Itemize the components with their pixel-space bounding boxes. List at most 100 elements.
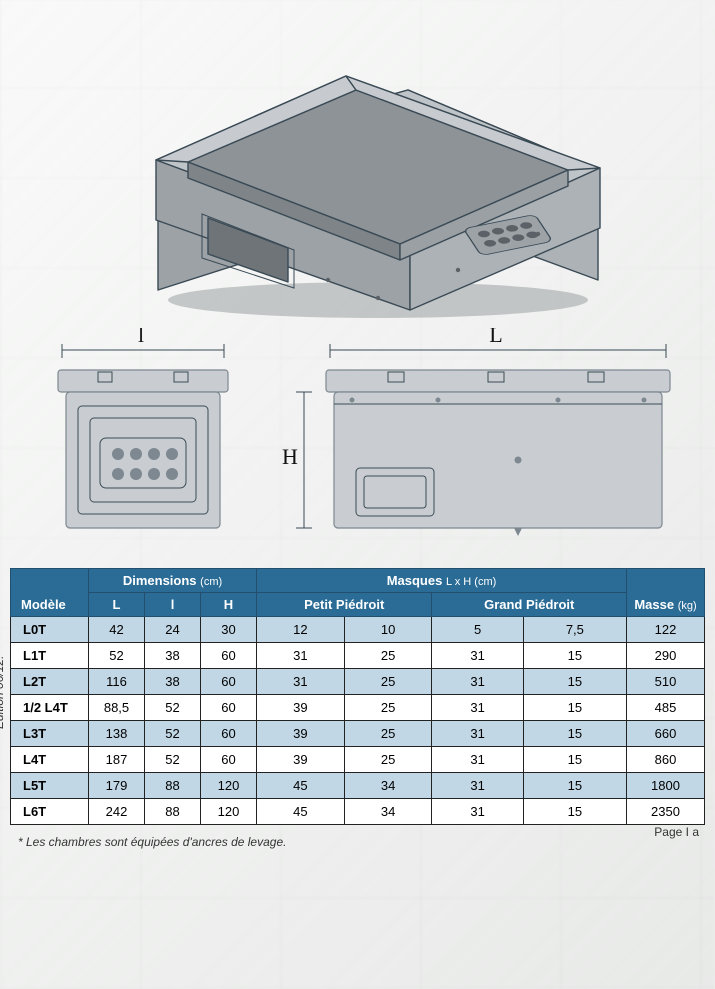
cell-gp_h: 15 xyxy=(523,773,626,799)
col-grand: Grand Piédroit xyxy=(432,593,627,617)
cell-pp_l: 31 xyxy=(257,669,345,695)
cell-pp_h: 34 xyxy=(344,799,432,825)
cell-H: 30 xyxy=(201,617,257,643)
dim-label-L: L xyxy=(489,328,502,347)
cell-gp_l: 31 xyxy=(432,695,523,721)
cell-gp_l: 31 xyxy=(432,721,523,747)
cell-pp_l: 45 xyxy=(257,799,345,825)
cell-L: 242 xyxy=(89,799,145,825)
cell-L: 179 xyxy=(89,773,145,799)
cell-L: 52 xyxy=(89,643,145,669)
side-elevation: L H xyxy=(278,328,678,548)
cell-model: L0T xyxy=(11,617,89,643)
spec-table: Modèle Dimensions (cm) Masques L x H (cm… xyxy=(10,568,705,825)
cell-pp_l: 31 xyxy=(257,643,345,669)
cell-H: 60 xyxy=(201,669,257,695)
cell-pp_l: 39 xyxy=(257,747,345,773)
cell-l: 88 xyxy=(145,773,201,799)
cell-H: 60 xyxy=(201,721,257,747)
cell-masse: 2350 xyxy=(627,799,705,825)
group-masques: Masques L x H (cm) xyxy=(257,569,627,593)
cell-model: L1T xyxy=(11,643,89,669)
cell-pp_h: 34 xyxy=(344,773,432,799)
cell-pp_h: 25 xyxy=(344,695,432,721)
col-masse: Masse (kg) xyxy=(627,569,705,617)
cell-H: 120 xyxy=(201,773,257,799)
cell-gp_h: 15 xyxy=(523,747,626,773)
cell-model: L2T xyxy=(11,669,89,695)
col-petit: Petit Piédroit xyxy=(257,593,432,617)
cell-pp_h: 25 xyxy=(344,721,432,747)
table-row: 1/2 L4T88,5526039253115485 xyxy=(11,695,705,721)
cell-H: 60 xyxy=(201,747,257,773)
cell-l: 24 xyxy=(145,617,201,643)
cell-pp_h: 25 xyxy=(344,747,432,773)
cell-gp_l: 5 xyxy=(432,617,523,643)
dimensions-table: Modèle Dimensions (cm) Masques L x H (cm… xyxy=(10,568,705,825)
dim-label-l: l xyxy=(137,328,143,347)
cell-l: 88 xyxy=(145,799,201,825)
cell-model: L4T xyxy=(11,747,89,773)
cell-masse: 485 xyxy=(627,695,705,721)
cell-pp_l: 45 xyxy=(257,773,345,799)
col-modele: Modèle xyxy=(11,569,89,617)
cell-pp_h: 10 xyxy=(344,617,432,643)
cell-gp_h: 7,5 xyxy=(523,617,626,643)
cell-gp_l: 31 xyxy=(432,669,523,695)
cell-gp_h: 15 xyxy=(523,695,626,721)
cell-pp_h: 25 xyxy=(344,643,432,669)
cell-model: L6T xyxy=(11,799,89,825)
cell-gp_l: 31 xyxy=(432,799,523,825)
cell-l: 52 xyxy=(145,721,201,747)
table-row: L1T52386031253115290 xyxy=(11,643,705,669)
cell-l: 52 xyxy=(145,747,201,773)
cell-masse: 860 xyxy=(627,747,705,773)
cell-L: 42 xyxy=(89,617,145,643)
group-dimensions: Dimensions (cm) xyxy=(89,569,257,593)
cell-H: 120 xyxy=(201,799,257,825)
cell-pp_l: 12 xyxy=(257,617,345,643)
cell-H: 60 xyxy=(201,695,257,721)
table-row: L2T116386031253115510 xyxy=(11,669,705,695)
cell-gp_h: 15 xyxy=(523,799,626,825)
cell-gp_h: 15 xyxy=(523,643,626,669)
cell-gp_h: 15 xyxy=(523,721,626,747)
dim-label-H: H xyxy=(282,444,298,469)
cell-L: 88,5 xyxy=(89,695,145,721)
cell-H: 60 xyxy=(201,643,257,669)
cell-gp_h: 15 xyxy=(523,669,626,695)
cell-masse: 290 xyxy=(627,643,705,669)
cell-masse: 122 xyxy=(627,617,705,643)
col-l: l xyxy=(145,593,201,617)
table-row: L6T24288120453431152350 xyxy=(11,799,705,825)
page-number: Page I a xyxy=(654,825,699,839)
cell-model: L5T xyxy=(11,773,89,799)
table-row: L4T187526039253115860 xyxy=(11,747,705,773)
isometric-view xyxy=(78,10,638,320)
cell-l: 38 xyxy=(145,669,201,695)
table-row: L5T17988120453431151800 xyxy=(11,773,705,799)
col-H: H xyxy=(201,593,257,617)
cell-pp_l: 39 xyxy=(257,721,345,747)
cell-masse: 1800 xyxy=(627,773,705,799)
cell-l: 52 xyxy=(145,695,201,721)
cell-pp_l: 39 xyxy=(257,695,345,721)
cell-L: 116 xyxy=(89,669,145,695)
cell-masse: 660 xyxy=(627,721,705,747)
cell-l: 38 xyxy=(145,643,201,669)
cell-L: 138 xyxy=(89,721,145,747)
table-row: L3T138526039253115660 xyxy=(11,721,705,747)
end-elevation: l xyxy=(38,328,248,548)
footnote: * Les chambres sont équipées d'ancres de… xyxy=(18,835,715,849)
cell-gp_l: 31 xyxy=(432,643,523,669)
table-body: L0T422430121057,5122L1T52386031253115290… xyxy=(11,617,705,825)
cell-gp_l: 31 xyxy=(432,773,523,799)
illustrations: l xyxy=(0,0,715,548)
cell-pp_h: 25 xyxy=(344,669,432,695)
table-row: L0T422430121057,5122 xyxy=(11,617,705,643)
col-L: L xyxy=(89,593,145,617)
cell-gp_l: 31 xyxy=(432,747,523,773)
cell-model: 1/2 L4T xyxy=(11,695,89,721)
cell-model: L3T xyxy=(11,721,89,747)
edition-label: Edition 06/12. xyxy=(0,656,6,729)
